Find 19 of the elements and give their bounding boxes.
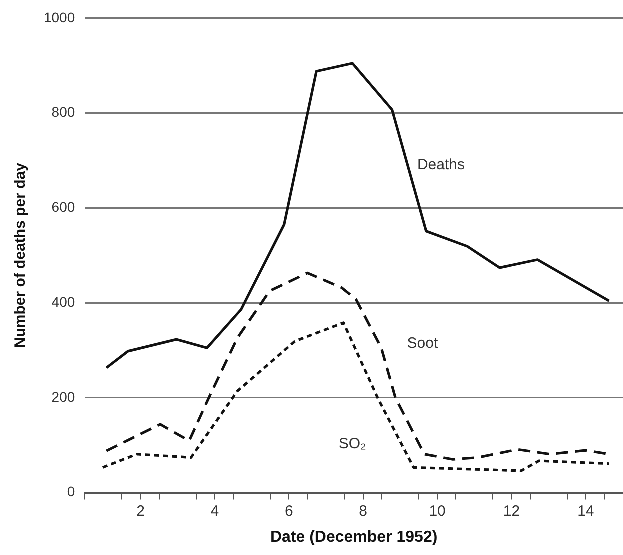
x-tick-label: 6 bbox=[284, 502, 294, 520]
x-tick-label: 4 bbox=[210, 502, 220, 520]
line-series bbox=[102, 322, 611, 472]
y-tick-label: 800 bbox=[52, 104, 76, 120]
x-axis-title: Date (December 1952) bbox=[270, 528, 438, 546]
y-axis-title: Number of deaths per day bbox=[12, 162, 30, 348]
x-tick-label: 14 bbox=[578, 502, 594, 520]
y-tick-label: 0 bbox=[67, 484, 76, 500]
series-label: Soot bbox=[407, 334, 439, 352]
x-tick-label: 8 bbox=[359, 502, 368, 520]
y-tick-label: 1000 bbox=[44, 9, 76, 26]
y-tick-label: 400 bbox=[52, 294, 76, 310]
y-tick-label: 600 bbox=[52, 199, 76, 216]
series-label: SO₂ bbox=[338, 436, 367, 453]
x-tick-label: 12 bbox=[503, 502, 520, 520]
series-label: Deaths bbox=[417, 156, 466, 174]
x-tick-label: 10 bbox=[429, 502, 446, 520]
x-tick-label: 2 bbox=[136, 502, 145, 520]
y-tick-label: 200 bbox=[52, 388, 76, 405]
